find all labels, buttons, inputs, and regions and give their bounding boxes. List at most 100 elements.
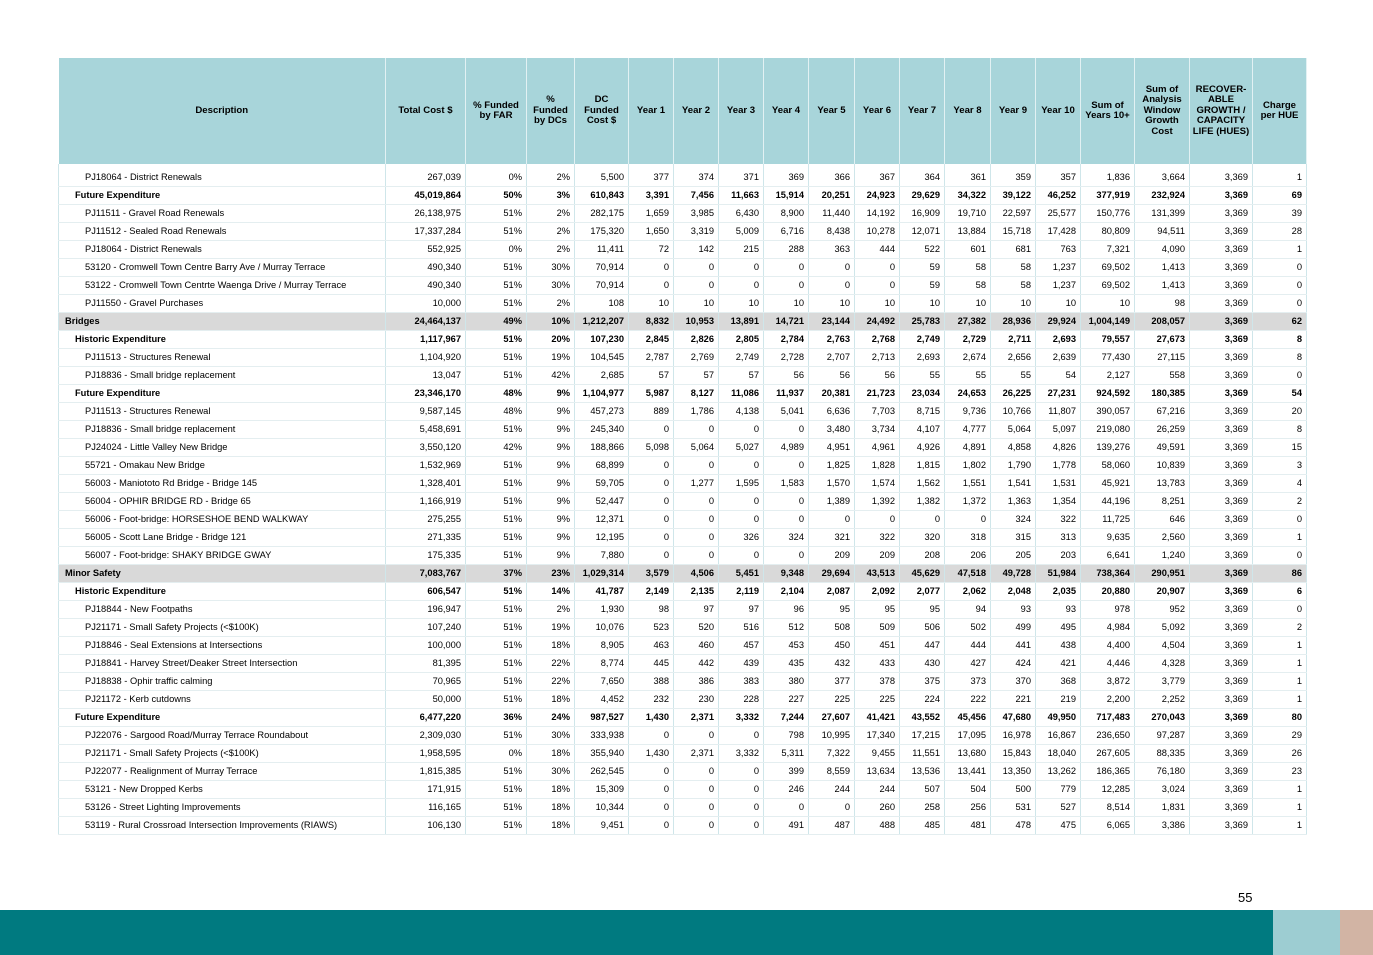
table-cell: 2,707 [808, 348, 855, 367]
table-cell: 3,369 [1189, 474, 1253, 493]
table-cell: 0 [673, 762, 719, 781]
table-cell: 321 [808, 528, 855, 547]
table-cell: 523 [628, 618, 674, 637]
table-cell: 16,909 [899, 204, 945, 223]
table-cell: 5,451 [718, 564, 764, 583]
table-cell: 196,947 [385, 600, 466, 619]
table-cell: 51% [465, 474, 527, 493]
table-cell: 290,951 [1134, 564, 1190, 583]
subtotal-row: Historic Expenditure 1,117,967 51% 20% 107,2… [58, 330, 1307, 349]
table-cell: 0 [718, 420, 764, 439]
table-cell: 288 [763, 240, 809, 259]
row-description: Historic Expenditure [58, 582, 386, 601]
table-cell: 51,984 [1035, 564, 1081, 583]
table-cell: 388 [628, 672, 674, 691]
table-row: 53122 - Cromwell Town Centrte Waenga Dri… [58, 276, 1307, 295]
table-cell: 0 [808, 258, 855, 277]
table-row: PJ11511 - Gravel Road Renewals 26,138,975… [58, 204, 1307, 223]
table-cell: 0 [628, 456, 674, 475]
table-cell: 3,734 [854, 420, 900, 439]
table-cell: 2,560 [1134, 528, 1190, 547]
table-cell: 6,430 [718, 204, 764, 223]
table-cell: 3,369 [1189, 366, 1253, 385]
table-cell: 1,815 [899, 456, 945, 475]
table-cell: 0 [808, 798, 855, 817]
table-cell: 2,685 [574, 366, 629, 385]
table-cell: 320 [899, 528, 945, 547]
table-cell: 322 [1035, 510, 1081, 529]
table-cell: 0 [628, 528, 674, 547]
table-cell: 507 [899, 780, 945, 799]
table-cell: 1 [1252, 528, 1307, 547]
table-cell: 45,019,864 [385, 186, 466, 205]
table-cell: 322 [854, 528, 900, 547]
table-cell: 11,551 [899, 744, 945, 763]
table-cell: 0 [944, 510, 991, 529]
table-cell: 1,541 [990, 474, 1036, 493]
column-header: Year 3 [718, 58, 764, 164]
column-header: Charge per HUE [1252, 58, 1307, 164]
table-cell: 20,880 [1080, 582, 1135, 601]
table-cell: 3,369 [1189, 744, 1253, 763]
spacer-cell [990, 164, 1036, 169]
row-description: PJ11511 - Gravel Road Renewals [58, 204, 386, 223]
table-cell: 58,060 [1080, 456, 1135, 475]
table-cell: 11,086 [718, 384, 764, 403]
table-cell: 475 [1035, 816, 1081, 835]
table-row: PJ11513 - Structures Renewal 1,104,920 51%… [58, 348, 1307, 367]
table-cell: 0 [628, 546, 674, 565]
table-cell: 16,978 [990, 726, 1036, 745]
table-cell: 506 [899, 618, 945, 637]
table-cell: 1,574 [854, 474, 900, 493]
table-row: 56006 - Foot-bridge: HORSESHOE BEND WALK… [58, 510, 1307, 529]
table-cell: 1 [1252, 169, 1307, 187]
table-cell: 0 [899, 510, 945, 529]
table-cell: 106,130 [385, 816, 466, 835]
table-cell: 0 [673, 816, 719, 835]
row-description: Minor Safety [58, 564, 386, 583]
table-cell: 3,369 [1189, 258, 1253, 277]
table-cell: 24% [526, 708, 575, 727]
table-cell: 27,115 [1134, 348, 1190, 367]
row-description: PJ22076 - Sargood Road/Murray Terrace Ro… [58, 726, 386, 745]
table-cell: 3,369 [1189, 618, 1253, 637]
table-cell: 3,369 [1189, 690, 1253, 709]
table-cell: 1,815,385 [385, 762, 466, 781]
column-header: Sum of Years 10+ [1080, 58, 1135, 164]
table-cell: 3,369 [1189, 564, 1253, 583]
table-cell: 37% [465, 564, 527, 583]
table-cell: 1,328,401 [385, 474, 466, 493]
table-cell: 2,119 [718, 582, 764, 601]
table-cell: 28,936 [990, 312, 1036, 331]
table-cell: 51% [465, 654, 527, 673]
table-cell: 186,365 [1080, 762, 1135, 781]
row-description: 55721 - Omakau New Bridge [58, 456, 386, 475]
table-cell: 18,040 [1035, 744, 1081, 763]
table-cell: 798 [763, 726, 809, 745]
table-cell: 435 [763, 654, 809, 673]
table-cell: 227 [763, 690, 809, 709]
row-description: Bridges [58, 312, 386, 331]
table-cell: 51% [465, 276, 527, 295]
table-cell: 9,455 [854, 744, 900, 763]
table-cell: 97,287 [1134, 726, 1190, 745]
table-cell: 8 [1252, 330, 1307, 349]
table-cell: 0 [628, 258, 674, 277]
table-cell: 50% [465, 186, 527, 205]
table-cell: 58 [990, 276, 1036, 295]
table-cell: 10,344 [574, 798, 629, 817]
table-cell: 2,087 [808, 582, 855, 601]
table-cell: 0 [763, 420, 809, 439]
table-cell: 29 [1252, 726, 1307, 745]
table-row: PJ11513 - Structures Renewal 9,587,145 48%… [58, 402, 1307, 421]
table-cell: 377 [808, 672, 855, 691]
table-cell: 95 [854, 600, 900, 619]
table-cell: 0 [673, 258, 719, 277]
page-number: 55 [1238, 890, 1253, 905]
spacer-cell [465, 164, 527, 169]
row-description: 56004 - OPHIR BRIDGE RD - Bridge 65 [58, 492, 386, 511]
table-cell: 81,395 [385, 654, 466, 673]
table-cell: 107,240 [385, 618, 466, 637]
table-cell: 386 [673, 672, 719, 691]
table-cell: 0 [1252, 546, 1307, 565]
